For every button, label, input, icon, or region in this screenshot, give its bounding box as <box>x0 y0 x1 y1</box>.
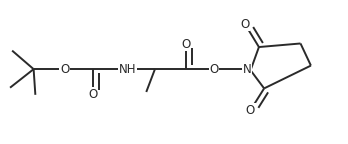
Text: O: O <box>88 88 97 101</box>
Text: O: O <box>60 63 70 76</box>
Text: O: O <box>240 18 250 31</box>
Text: NH: NH <box>118 63 136 76</box>
Text: O: O <box>182 38 191 51</box>
Text: O: O <box>209 63 219 76</box>
Text: O: O <box>246 104 255 117</box>
Text: N: N <box>243 63 251 76</box>
